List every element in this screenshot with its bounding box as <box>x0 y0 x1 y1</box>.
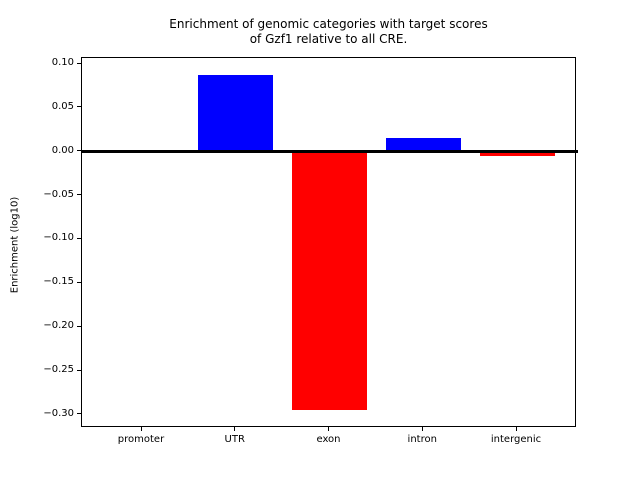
y-tick-mark <box>77 62 81 64</box>
y-tick-label: −0.30 <box>43 407 74 419</box>
x-tick-mark <box>421 427 423 431</box>
zero-line <box>81 150 578 154</box>
x-tick-label-exon: exon <box>316 434 341 445</box>
x-tick-mark <box>328 427 329 431</box>
y-tick-mark <box>77 194 81 196</box>
y-tick-label: −0.20 <box>43 320 74 332</box>
x-tick-mark <box>515 427 517 431</box>
y-tick-mark <box>77 325 81 327</box>
y-tick-label: 0.00 <box>51 144 74 156</box>
y-tick-label: −0.05 <box>43 188 74 200</box>
chart-title-line-1: Enrichment of genomic categories with ta… <box>169 17 488 31</box>
y-tick-mark <box>77 369 81 371</box>
bar-exon <box>292 151 367 411</box>
y-tick-label: 0.10 <box>51 57 74 69</box>
x-tick-label-intron: intron <box>407 434 437 445</box>
y-tick-mark <box>77 106 81 108</box>
chart-title-line-2: of Gzf1 relative to all CRE. <box>249 32 408 46</box>
y-tick-mark <box>77 237 81 239</box>
bar-utr <box>198 74 274 152</box>
y-tick-label: −0.10 <box>43 232 74 244</box>
x-tick-label-promoter: promoter <box>117 434 165 445</box>
y-tick-label: −0.15 <box>43 276 74 288</box>
plot-area <box>81 57 578 427</box>
y-tick-mark <box>77 413 81 415</box>
x-tick-label-utr: UTR <box>224 434 245 445</box>
y-tick-label: −0.25 <box>43 364 74 375</box>
x-tick-mark <box>234 427 236 431</box>
x-tick-mark <box>140 427 142 431</box>
bar-intron <box>385 137 461 152</box>
chart-title: Enrichment of genomic categories with ta… <box>81 17 576 47</box>
x-tick-label-intergenic: intergenic <box>490 434 542 445</box>
y-tick-label: 0.05 <box>51 100 74 112</box>
y-tick-mark <box>77 150 81 152</box>
y-tick-mark <box>77 281 81 283</box>
bar-intergenic <box>479 151 555 157</box>
